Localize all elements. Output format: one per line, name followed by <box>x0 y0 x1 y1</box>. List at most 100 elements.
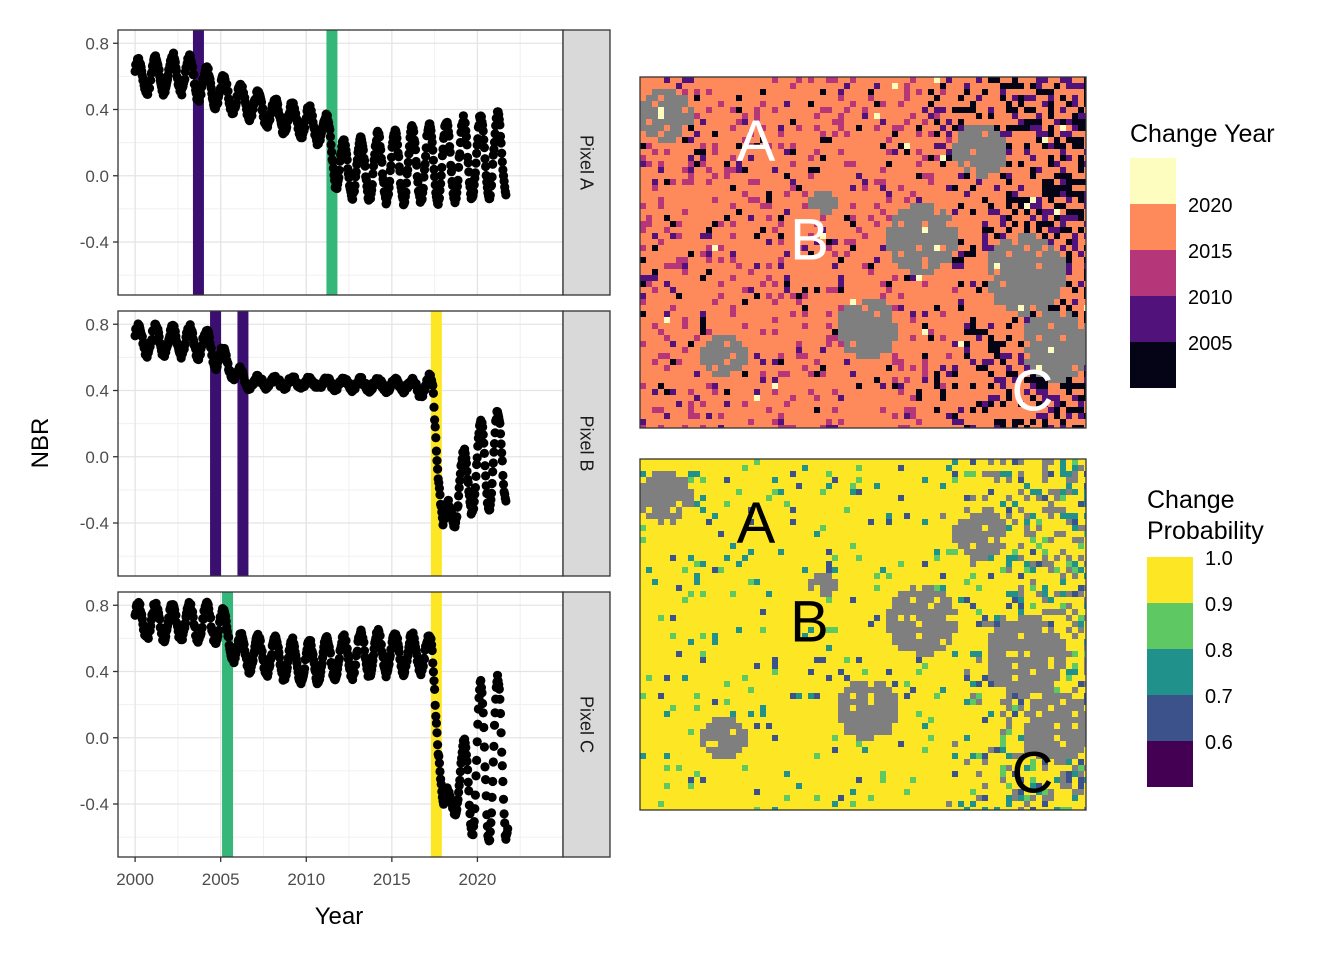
raster-cell <box>940 107 946 113</box>
raster-cell <box>1030 125 1036 131</box>
raster-cell <box>1078 251 1084 257</box>
raster-cell <box>718 107 724 113</box>
raster-cell <box>904 281 910 287</box>
raster-cell <box>724 305 730 311</box>
raster-cell <box>964 167 970 173</box>
raster-cell <box>922 215 928 221</box>
raster-cell <box>910 191 916 197</box>
raster-cell <box>1006 137 1012 143</box>
raster-cell <box>1012 287 1018 293</box>
raster-cell <box>742 269 748 275</box>
raster-cell <box>844 263 850 269</box>
raster-cell <box>982 227 988 233</box>
raster-cell <box>904 125 910 131</box>
raster-cell <box>970 143 976 149</box>
raster-cell <box>1036 95 1042 101</box>
raster-cell <box>916 125 922 131</box>
raster-cell <box>1006 233 1012 239</box>
raster-cell <box>970 107 976 113</box>
raster-cell <box>754 275 760 281</box>
raster-cell <box>988 293 994 299</box>
raster-cell <box>736 257 742 263</box>
raster-cell <box>688 257 694 263</box>
raster-cell <box>880 281 886 287</box>
raster-cell <box>910 173 916 179</box>
raster-cell <box>844 185 850 191</box>
raster-cell <box>694 119 700 125</box>
raster-cell <box>832 215 838 221</box>
raster-cell <box>904 101 910 107</box>
raster-cell <box>682 233 688 239</box>
raster-cell <box>916 299 922 305</box>
raster-cell <box>694 179 700 185</box>
raster-cell <box>886 161 892 167</box>
raster-cell <box>964 161 970 167</box>
raster-cell <box>1066 269 1072 275</box>
raster-cell <box>850 77 856 83</box>
raster-cell <box>658 107 664 113</box>
data-point <box>377 158 386 167</box>
raster-cell <box>940 209 946 215</box>
raster-cell <box>820 167 826 173</box>
raster-cell <box>712 101 718 107</box>
raster-cell <box>898 221 904 227</box>
raster-cell <box>874 89 880 95</box>
raster-cell <box>1048 311 1054 317</box>
raster-cell <box>1006 125 1012 131</box>
raster-cell <box>826 179 832 185</box>
raster-cell <box>940 251 946 257</box>
raster-cell <box>958 233 964 239</box>
raster-cell <box>784 179 790 185</box>
raster-cell <box>658 161 664 167</box>
raster-cell <box>778 281 784 287</box>
raster-cell <box>1060 311 1066 317</box>
raster-cell <box>778 77 784 83</box>
raster-cell <box>736 191 742 197</box>
raster-cell <box>736 317 742 323</box>
raster-cell <box>946 191 952 197</box>
raster-cell <box>640 107 646 113</box>
raster-cell <box>712 317 718 323</box>
raster-cell <box>1030 101 1036 107</box>
raster-cell <box>676 107 682 113</box>
raster-cell <box>940 215 946 221</box>
data-point <box>455 776 464 785</box>
raster-cell <box>640 281 646 287</box>
raster-cell <box>640 155 646 161</box>
raster-cell <box>1084 227 1090 233</box>
data-point <box>351 660 360 669</box>
raster-cell <box>844 239 850 245</box>
raster-cell <box>760 299 766 305</box>
raster-cell <box>688 125 694 131</box>
raster-cell <box>736 83 742 89</box>
raster-cell <box>988 311 994 317</box>
raster-cell <box>910 185 916 191</box>
raster-cell <box>820 191 826 197</box>
raster-cell <box>760 269 766 275</box>
raster-cell <box>694 191 700 197</box>
raster-cell <box>874 83 880 89</box>
raster-cell <box>712 197 718 203</box>
raster-cell <box>1078 281 1084 287</box>
raster-cell <box>832 137 838 143</box>
raster-cell <box>1066 149 1072 155</box>
raster-cell <box>772 185 778 191</box>
raster-cell <box>844 221 850 227</box>
raster-cell <box>724 119 730 125</box>
raster-cell <box>1054 191 1060 197</box>
raster-cell <box>742 233 748 239</box>
raster-cell <box>922 95 928 101</box>
raster-cell <box>886 245 892 251</box>
raster-cell <box>790 173 796 179</box>
raster-cell <box>904 269 910 275</box>
raster-cell <box>856 233 862 239</box>
raster-cell <box>988 179 994 185</box>
raster-cell <box>682 209 688 215</box>
raster-cell <box>886 155 892 161</box>
raster-cell <box>910 143 916 149</box>
raster-cell <box>928 263 934 269</box>
raster-cell <box>1060 113 1066 119</box>
raster-cell <box>862 245 868 251</box>
raster-cell <box>850 113 856 119</box>
raster-cell <box>1000 203 1006 209</box>
